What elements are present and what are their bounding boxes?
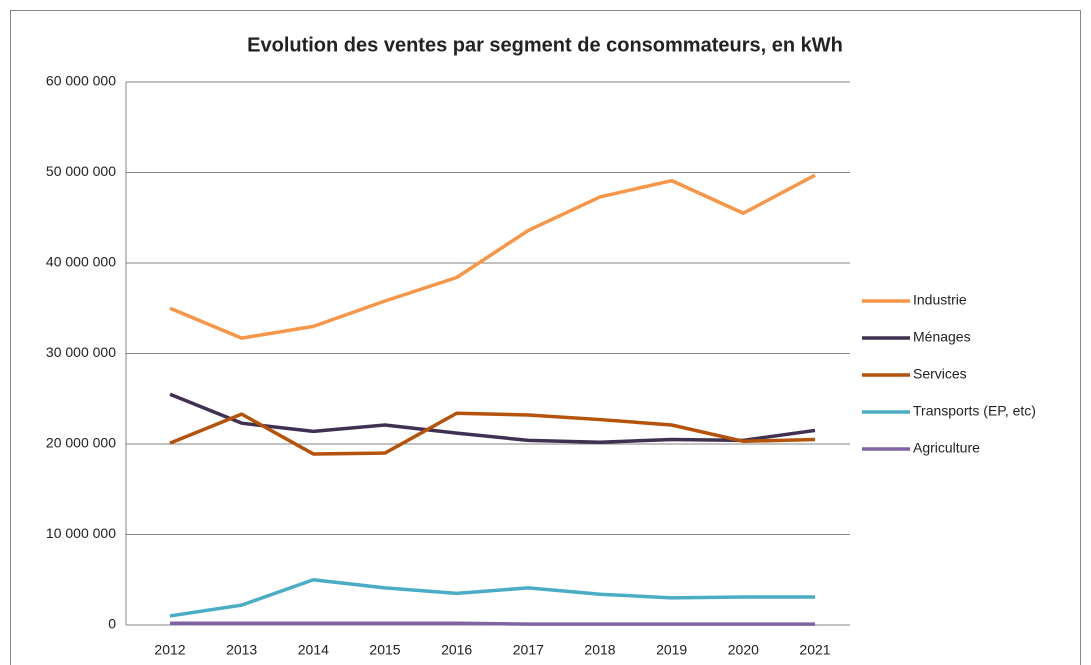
x-tick-label: 2013: [226, 642, 257, 658]
x-tick-label: 2020: [728, 642, 759, 658]
y-tick-label: 50 000 000: [46, 163, 116, 179]
y-tick-label: 10 000 000: [46, 525, 116, 541]
legend-label: Services: [913, 366, 967, 382]
legend-label: Ménages: [913, 329, 971, 345]
series-line: [169, 173, 816, 340]
x-tick-label: 2021: [799, 642, 830, 658]
y-tick-label: 0: [108, 616, 116, 632]
y-tick-label: 60 000 000: [46, 73, 116, 89]
x-tick-label: 2012: [154, 642, 185, 658]
y-tick-label: 20 000 000: [46, 435, 116, 451]
series-line: [169, 578, 815, 618]
series-line: [169, 411, 816, 456]
x-tick-label: 2019: [656, 642, 687, 658]
x-tick-label: 2016: [441, 642, 472, 658]
x-tick-label: 2017: [513, 642, 544, 658]
x-tick-label: 2015: [369, 642, 400, 658]
legend-label: Transports (EP, etc): [913, 403, 1036, 419]
legend-label: Industrie: [913, 292, 967, 308]
y-tick-label: 30 000 000: [46, 344, 116, 360]
legend-label: Agriculture: [913, 440, 980, 456]
series-line: [170, 621, 815, 626]
series-line: [169, 392, 816, 444]
y-tick-label: 40 000 000: [46, 254, 116, 270]
x-tick-label: 2018: [584, 642, 615, 658]
chart-title: Evolution des ventes par segment de cons…: [247, 34, 843, 56]
x-tick-label: 2014: [298, 642, 329, 658]
